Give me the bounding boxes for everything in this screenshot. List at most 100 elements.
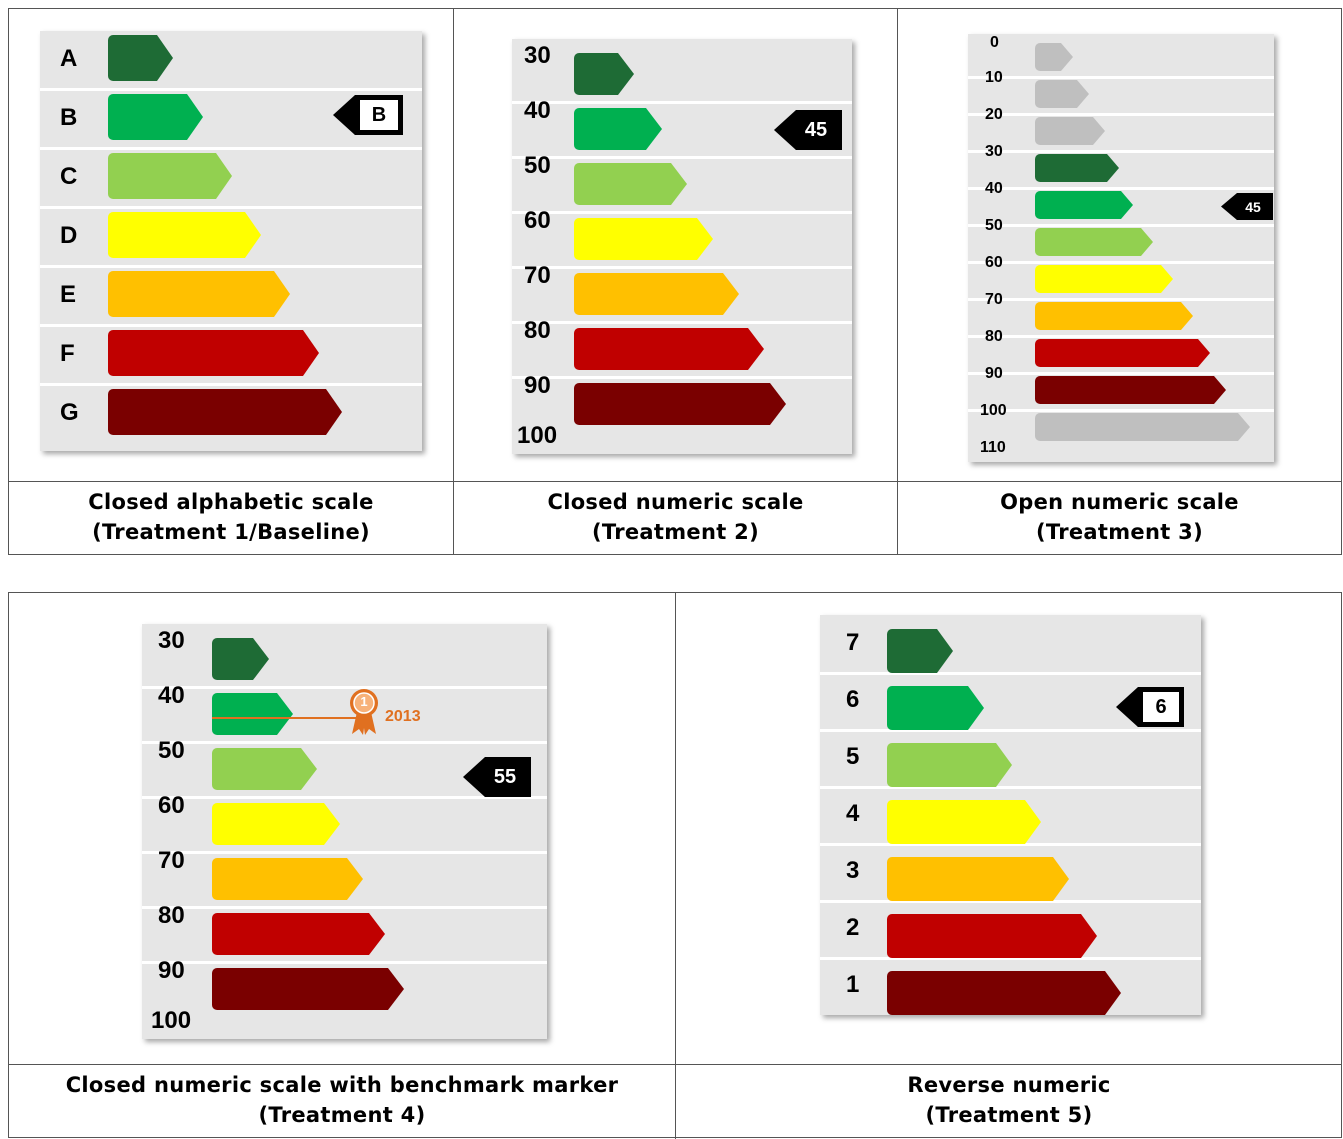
rating-label: D — [60, 222, 78, 249]
rating-bar-light-green — [212, 748, 317, 790]
rating-bar-red — [574, 328, 764, 370]
rating-label: A — [60, 45, 78, 72]
scale-tick-label: 50 — [985, 217, 1003, 234]
rating-bar-red — [887, 914, 1097, 958]
rating-label: 2 — [846, 914, 860, 941]
rating-marker: 45 — [774, 110, 842, 150]
rating-bar-yellow — [574, 218, 713, 260]
scale-tick-label: 100 — [151, 1007, 192, 1034]
scale-tick-label: 90 — [985, 365, 1003, 382]
rating-bar-orange — [212, 858, 363, 900]
scale-tick-label: 30 — [158, 627, 185, 654]
rating-bar-orange — [887, 857, 1069, 901]
row-divider — [9, 481, 1341, 482]
rating-bar-red — [1035, 339, 1210, 367]
rating-marker-value: B — [371, 103, 387, 126]
scale-tick-label: 70 — [985, 291, 1003, 308]
top-table: A B C D E F G B Closed alphabetic scale … — [8, 8, 1342, 555]
rating-bar-green — [887, 686, 984, 730]
treatment-3-caption: Open numeric scale (Treatment 3) — [1000, 490, 1239, 544]
energy-label-panel: 30 40 50 60 70 80 90 100 1 2013 — [142, 624, 547, 1039]
rating-marker-value: 55 — [493, 765, 517, 788]
rating-label: 4 — [846, 800, 860, 827]
treatment-1-caption: Closed alphabetic scale (Treatment 1/Bas… — [88, 490, 374, 544]
rating-bar-dark-red — [1035, 376, 1226, 404]
treatment-2-cell: 30 40 50 60 70 80 90 100 45 Closed numer… — [454, 9, 897, 554]
rating-label: 6 — [846, 686, 860, 713]
rating-bar-light-green — [1035, 228, 1153, 256]
scale-tick-label: 50 — [158, 737, 185, 764]
rating-bar-dark-green — [574, 53, 634, 95]
benchmark-rank: 1 — [360, 694, 368, 709]
rating-bar-green — [1035, 191, 1133, 219]
rating-bar-green — [108, 94, 203, 140]
scale-tick-label: 30 — [524, 42, 551, 69]
rating-bar-green — [212, 693, 293, 735]
rating-label: 5 — [846, 743, 860, 770]
rating-bar-dark-green — [1035, 154, 1119, 182]
treatment-4-cell: 30 40 50 60 70 80 90 100 1 2013 — [9, 593, 675, 1139]
rating-bar-dark-red — [108, 389, 342, 435]
treatment-1-cell: A B C D E F G B Closed alphabetic scale … — [9, 9, 453, 554]
treatment-4-caption: Closed numeric scale with benchmark mark… — [65, 1073, 619, 1127]
energy-label-panel: 7 6 5 4 3 2 1 6 — [820, 615, 1201, 1015]
column-divider — [675, 593, 676, 1139]
rating-bar-dark-red — [887, 971, 1121, 1015]
rating-bar-light-green — [108, 153, 232, 199]
rating-bar-gray — [1035, 117, 1105, 145]
rating-bar-yellow — [108, 212, 261, 258]
rating-bar-dark-red — [212, 968, 404, 1010]
rating-label: F — [60, 340, 75, 367]
scale-tick-label: 100 — [980, 402, 1007, 419]
rating-bar-dark-green — [108, 35, 173, 81]
rating-bar-orange — [1035, 302, 1193, 330]
scale-tick-label: 60 — [524, 207, 551, 234]
treatment-2-caption: Closed numeric scale (Treatment 2) — [547, 490, 804, 544]
column-divider — [453, 9, 454, 554]
rating-label: G — [60, 399, 79, 426]
rating-marker-value: 6 — [1155, 695, 1167, 718]
rating-label: C — [60, 163, 78, 190]
column-divider — [897, 9, 898, 554]
rating-bar-yellow — [212, 803, 340, 845]
rating-bar-light-green — [887, 743, 1012, 787]
scale-tick-label: 80 — [158, 902, 185, 929]
rating-marker-value: 45 — [804, 118, 828, 141]
rating-bar-gray — [1035, 80, 1089, 108]
energy-label-panel: A B C D E F G B — [40, 31, 422, 451]
rating-bar-red — [212, 913, 385, 955]
scale-tick-label: 70 — [158, 847, 185, 874]
scale-tick-label: 100 — [517, 422, 558, 449]
rating-marker: 6 — [1116, 687, 1184, 727]
rating-bar-green — [574, 108, 662, 150]
rating-bar-dark-red — [574, 383, 786, 425]
scale-tick-label: 30 — [985, 143, 1003, 160]
scale-tick-label: 90 — [158, 957, 185, 984]
rating-marker: 55 — [463, 757, 531, 797]
scale-tick-label: 40 — [158, 682, 185, 709]
rating-bar-orange — [574, 273, 739, 315]
rating-bar-dark-green — [887, 629, 953, 673]
bottom-table: 30 40 50 60 70 80 90 100 1 2013 — [8, 592, 1342, 1139]
rating-bar-gray — [1035, 43, 1073, 71]
scale-tick-label: 40 — [985, 180, 1003, 197]
scale-tick-label: 60 — [158, 792, 185, 819]
benchmark-line — [212, 717, 362, 719]
rating-label: 1 — [846, 971, 860, 998]
rating-label: E — [60, 281, 77, 308]
treatment-5-cell: 7 6 5 4 3 2 1 6 Reverse numeric (Treatme… — [676, 593, 1342, 1139]
scale-tick-label: 20 — [985, 106, 1003, 123]
benchmark-year: 2013 — [385, 708, 421, 725]
rating-marker: B — [333, 95, 403, 135]
rating-label: 3 — [846, 857, 860, 884]
energy-label-panel: 30 40 50 60 70 80 90 100 45 — [512, 39, 852, 454]
treatment-5-caption: Reverse numeric (Treatment 5) — [907, 1073, 1111, 1127]
scale-tick-label: 0 — [990, 34, 999, 51]
rating-bar-gray — [1035, 413, 1250, 441]
rating-marker-value: 45 — [1245, 198, 1261, 215]
scale-tick-label: 80 — [524, 317, 551, 344]
rating-bar-yellow — [887, 800, 1041, 844]
scale-tick-label: 40 — [524, 97, 551, 124]
rating-label: B — [60, 104, 78, 131]
rating-bar-yellow — [1035, 265, 1173, 293]
